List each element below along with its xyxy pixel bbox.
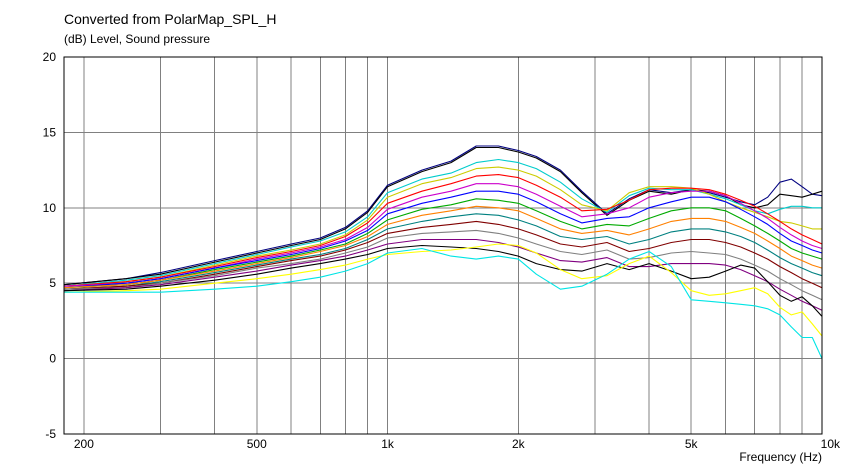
x-tick-label: 5k <box>685 437 699 451</box>
y-tick-label: 0 <box>49 352 56 366</box>
x-tick-label: 1k <box>381 437 395 451</box>
series-line-2 <box>63 146 823 286</box>
tick-labels: 20 15 10 5 0 -5 200 500 1k 2k 5k 10k <box>43 50 841 451</box>
x-tick-label: 2k <box>512 437 526 451</box>
y-tick-label: 15 <box>43 125 57 139</box>
series-line-3 <box>63 158 822 287</box>
chart-title: Converted from PolarMap_SPL_H <box>64 11 277 27</box>
series-line-9 <box>63 205 823 289</box>
y-axis-label: (dB) Level, Sound pressure <box>64 32 211 46</box>
y-tick-label: -5 <box>45 427 56 441</box>
x-tick-label: 200 <box>74 437 94 451</box>
series-line-15 <box>63 243 823 337</box>
series-line-10 <box>63 213 823 290</box>
y-tick-label: 5 <box>49 276 56 290</box>
series-line-7 <box>63 190 823 289</box>
series-line-6 <box>63 183 823 287</box>
y-tick-label: 10 <box>43 201 57 215</box>
x-axis-label: Frequency (Hz) <box>739 450 822 464</box>
series-line-13 <box>63 238 823 311</box>
grid <box>64 57 823 434</box>
plot-frame <box>63 56 823 435</box>
series-line-11 <box>63 220 823 290</box>
x-tick-label: 10k <box>821 437 841 451</box>
series-line-12 <box>63 229 823 301</box>
series-line-1 <box>63 145 823 286</box>
series-line-5 <box>63 174 823 287</box>
series-line-8 <box>63 198 823 289</box>
series-line-16 <box>64 247 823 359</box>
y-tick-label: 20 <box>43 50 57 64</box>
series-group <box>63 145 823 359</box>
x-tick-label: 500 <box>247 437 267 451</box>
